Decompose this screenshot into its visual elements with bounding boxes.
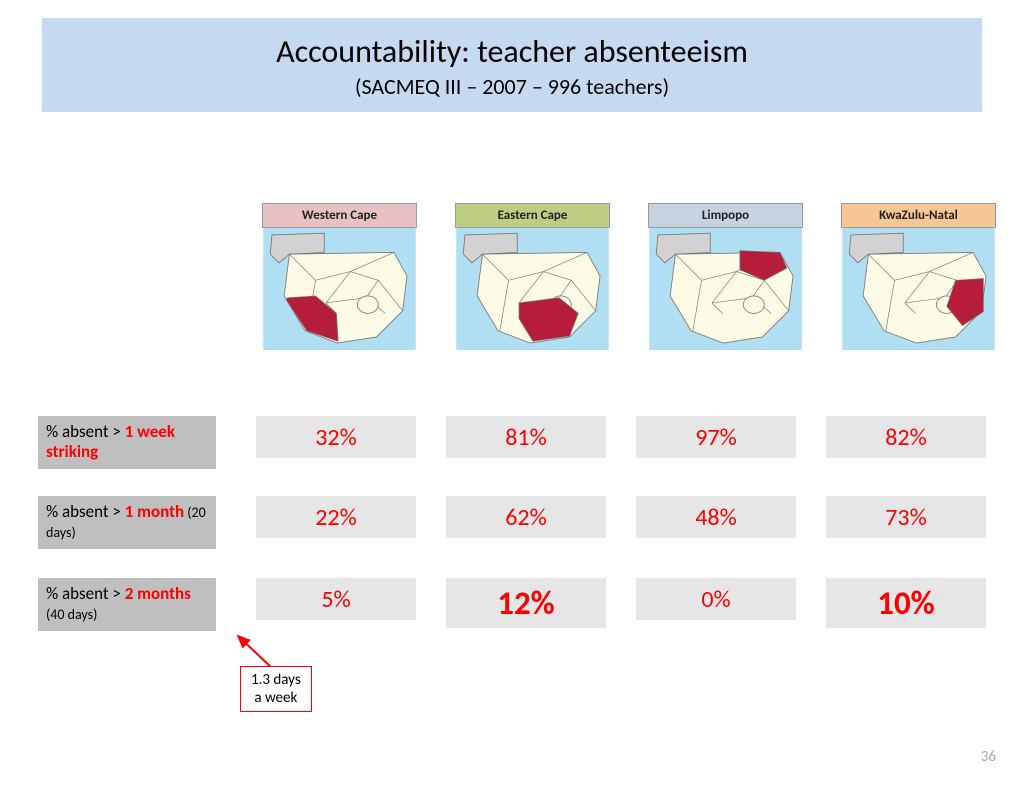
data-cell: 5% xyxy=(256,578,416,620)
region-label: Western Cape xyxy=(262,203,417,228)
row-label: % absent > 2 months (40 days) xyxy=(38,578,216,631)
data-cell: 12% xyxy=(446,578,606,628)
title-sub: (SACMEQ III – 2007 – 996 teachers) xyxy=(52,73,972,100)
region-column: KwaZulu-Natal xyxy=(841,203,996,350)
data-cell: 10% xyxy=(826,578,986,628)
region-label: Limpopo xyxy=(648,203,803,228)
region-label: KwaZulu-Natal xyxy=(841,203,996,228)
region-header-row: Western Cape Eastern Cape Limpopo KwaZul… xyxy=(262,203,996,350)
row-label-wrap: % absent > 1 week striking xyxy=(38,416,216,469)
data-cell: 62% xyxy=(446,496,606,538)
data-cell: 0% xyxy=(636,578,796,620)
annotation-callout: 1.3 days a week xyxy=(240,666,312,712)
region-column: Eastern Cape xyxy=(455,203,610,350)
data-cell: 82% xyxy=(826,416,986,458)
region-map xyxy=(262,228,417,350)
title-main: Accountability: teacher absenteeism xyxy=(52,32,972,71)
data-cell: 48% xyxy=(636,496,796,538)
row-label-wrap: % absent > 2 months (40 days) xyxy=(38,578,216,631)
row-label: % absent > 1 week striking xyxy=(38,416,216,469)
data-cell: 32% xyxy=(256,416,416,458)
data-cell: 97% xyxy=(636,416,796,458)
title-bar: Accountability: teacher absenteeism (SAC… xyxy=(42,18,982,112)
row-label: % absent > 1 month (20 days) xyxy=(38,496,216,549)
region-column: Limpopo xyxy=(648,203,803,350)
row-label-wrap: % absent > 1 month (20 days) xyxy=(38,496,216,549)
region-map xyxy=(455,228,610,350)
annotation-line1: 1.3 days xyxy=(251,671,301,689)
data-row: 22% 62% 48% 73% xyxy=(256,496,996,538)
annotation-line2: a week xyxy=(254,689,297,707)
data-cell: 81% xyxy=(446,416,606,458)
data-row: 5% 12% 0% 10% xyxy=(256,578,996,628)
region-map xyxy=(841,228,996,350)
data-cell: 73% xyxy=(826,496,986,538)
data-cell: 22% xyxy=(256,496,416,538)
region-map xyxy=(648,228,803,350)
data-row: 32% 81% 97% 82% xyxy=(256,416,996,458)
page-number: 36 xyxy=(981,748,996,766)
region-label: Eastern Cape xyxy=(455,203,610,228)
region-column: Western Cape xyxy=(262,203,417,350)
